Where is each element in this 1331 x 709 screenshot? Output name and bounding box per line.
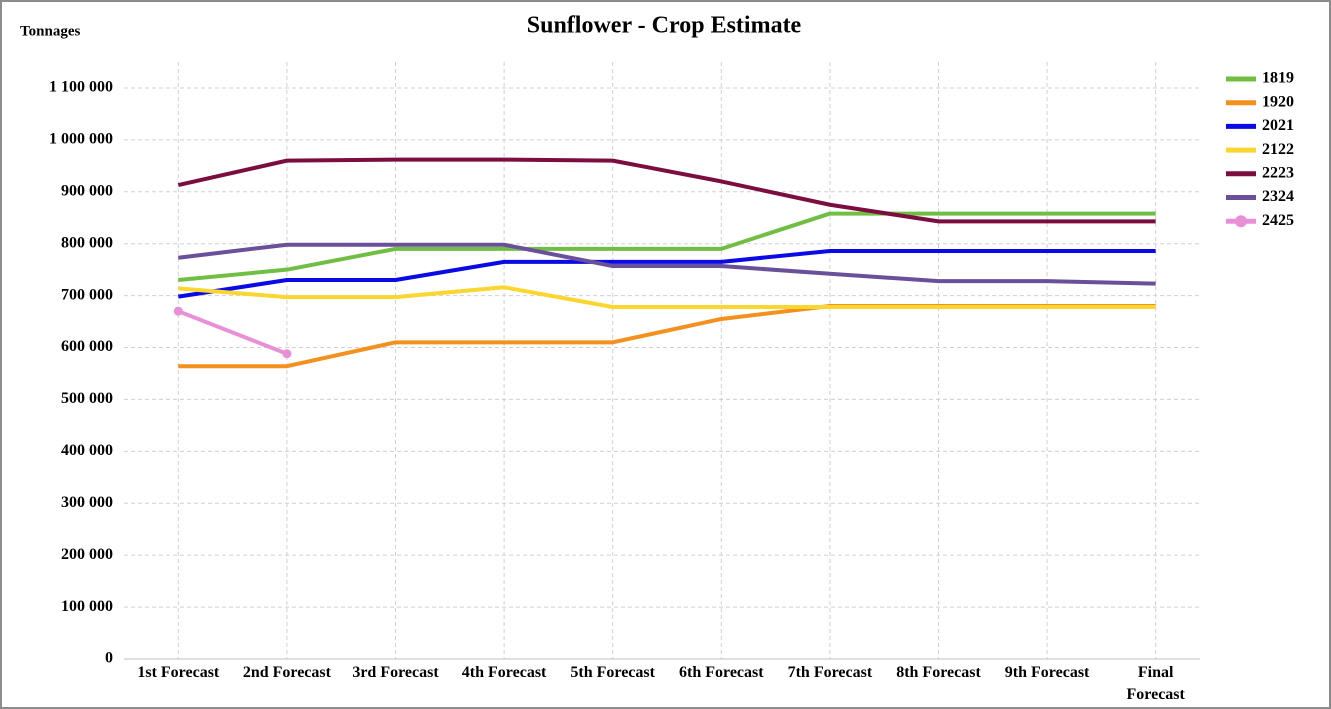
x-tick-label: 7th Forecast [787, 664, 873, 681]
y-tick-label: 800 000 [61, 234, 113, 251]
y-tick-label: 900 000 [61, 182, 113, 199]
x-tick-label: 1st Forecast [137, 664, 220, 681]
y-tick-label: 1 100 000 [49, 79, 113, 96]
series-marker [282, 349, 292, 359]
y-tick-label: 600 000 [61, 338, 113, 355]
x-tick-label: 4th Forecast [461, 664, 547, 681]
x-tick-label: 9th Forecast [1004, 664, 1090, 681]
series-line [177, 157, 1156, 224]
series-line [178, 285, 1156, 310]
x-tick-label: 8th Forecast [896, 664, 981, 681]
legend-label: 2223 [1262, 164, 1294, 181]
legend-label: 1920 [1262, 93, 1294, 110]
x-tick-label: 3rd Forecast [352, 664, 439, 681]
legend-label: 2021 [1262, 117, 1294, 134]
legend-label: 2324 [1262, 188, 1294, 205]
y-tick-label: 200 000 [61, 546, 113, 563]
y-tick-label: 400 000 [61, 442, 113, 459]
y-tick-label: 500 000 [61, 390, 113, 407]
y-tick-label: 100 000 [61, 598, 113, 615]
y-tick-label: 700 000 [61, 286, 113, 303]
legend-marker [1235, 215, 1247, 228]
series-line [178, 242, 1156, 286]
legend-label: 1819 [1262, 70, 1294, 87]
legend-label: 2122 [1262, 141, 1294, 158]
y-axis-label: Tonnages [20, 23, 80, 39]
chart-title: Sunflower - Crop Estimate [527, 13, 802, 39]
series-line [177, 248, 1156, 299]
x-tick-label: 5th Forecast [570, 664, 655, 681]
y-tick-label: 0 [105, 650, 113, 667]
series-line [178, 211, 1156, 283]
series-marker [173, 306, 183, 316]
series-line [178, 303, 1156, 369]
x-tick-label: Final Forecast [1126, 664, 1185, 703]
legend-label: 2425 [1262, 212, 1294, 229]
x-tick-label: 6th Forecast [679, 664, 764, 681]
y-tick-label: 1 000 000 [49, 131, 113, 148]
x-tick-label: 2nd Forecast [242, 664, 331, 681]
y-tick-label: 300 000 [61, 494, 113, 511]
series-line [177, 309, 288, 356]
